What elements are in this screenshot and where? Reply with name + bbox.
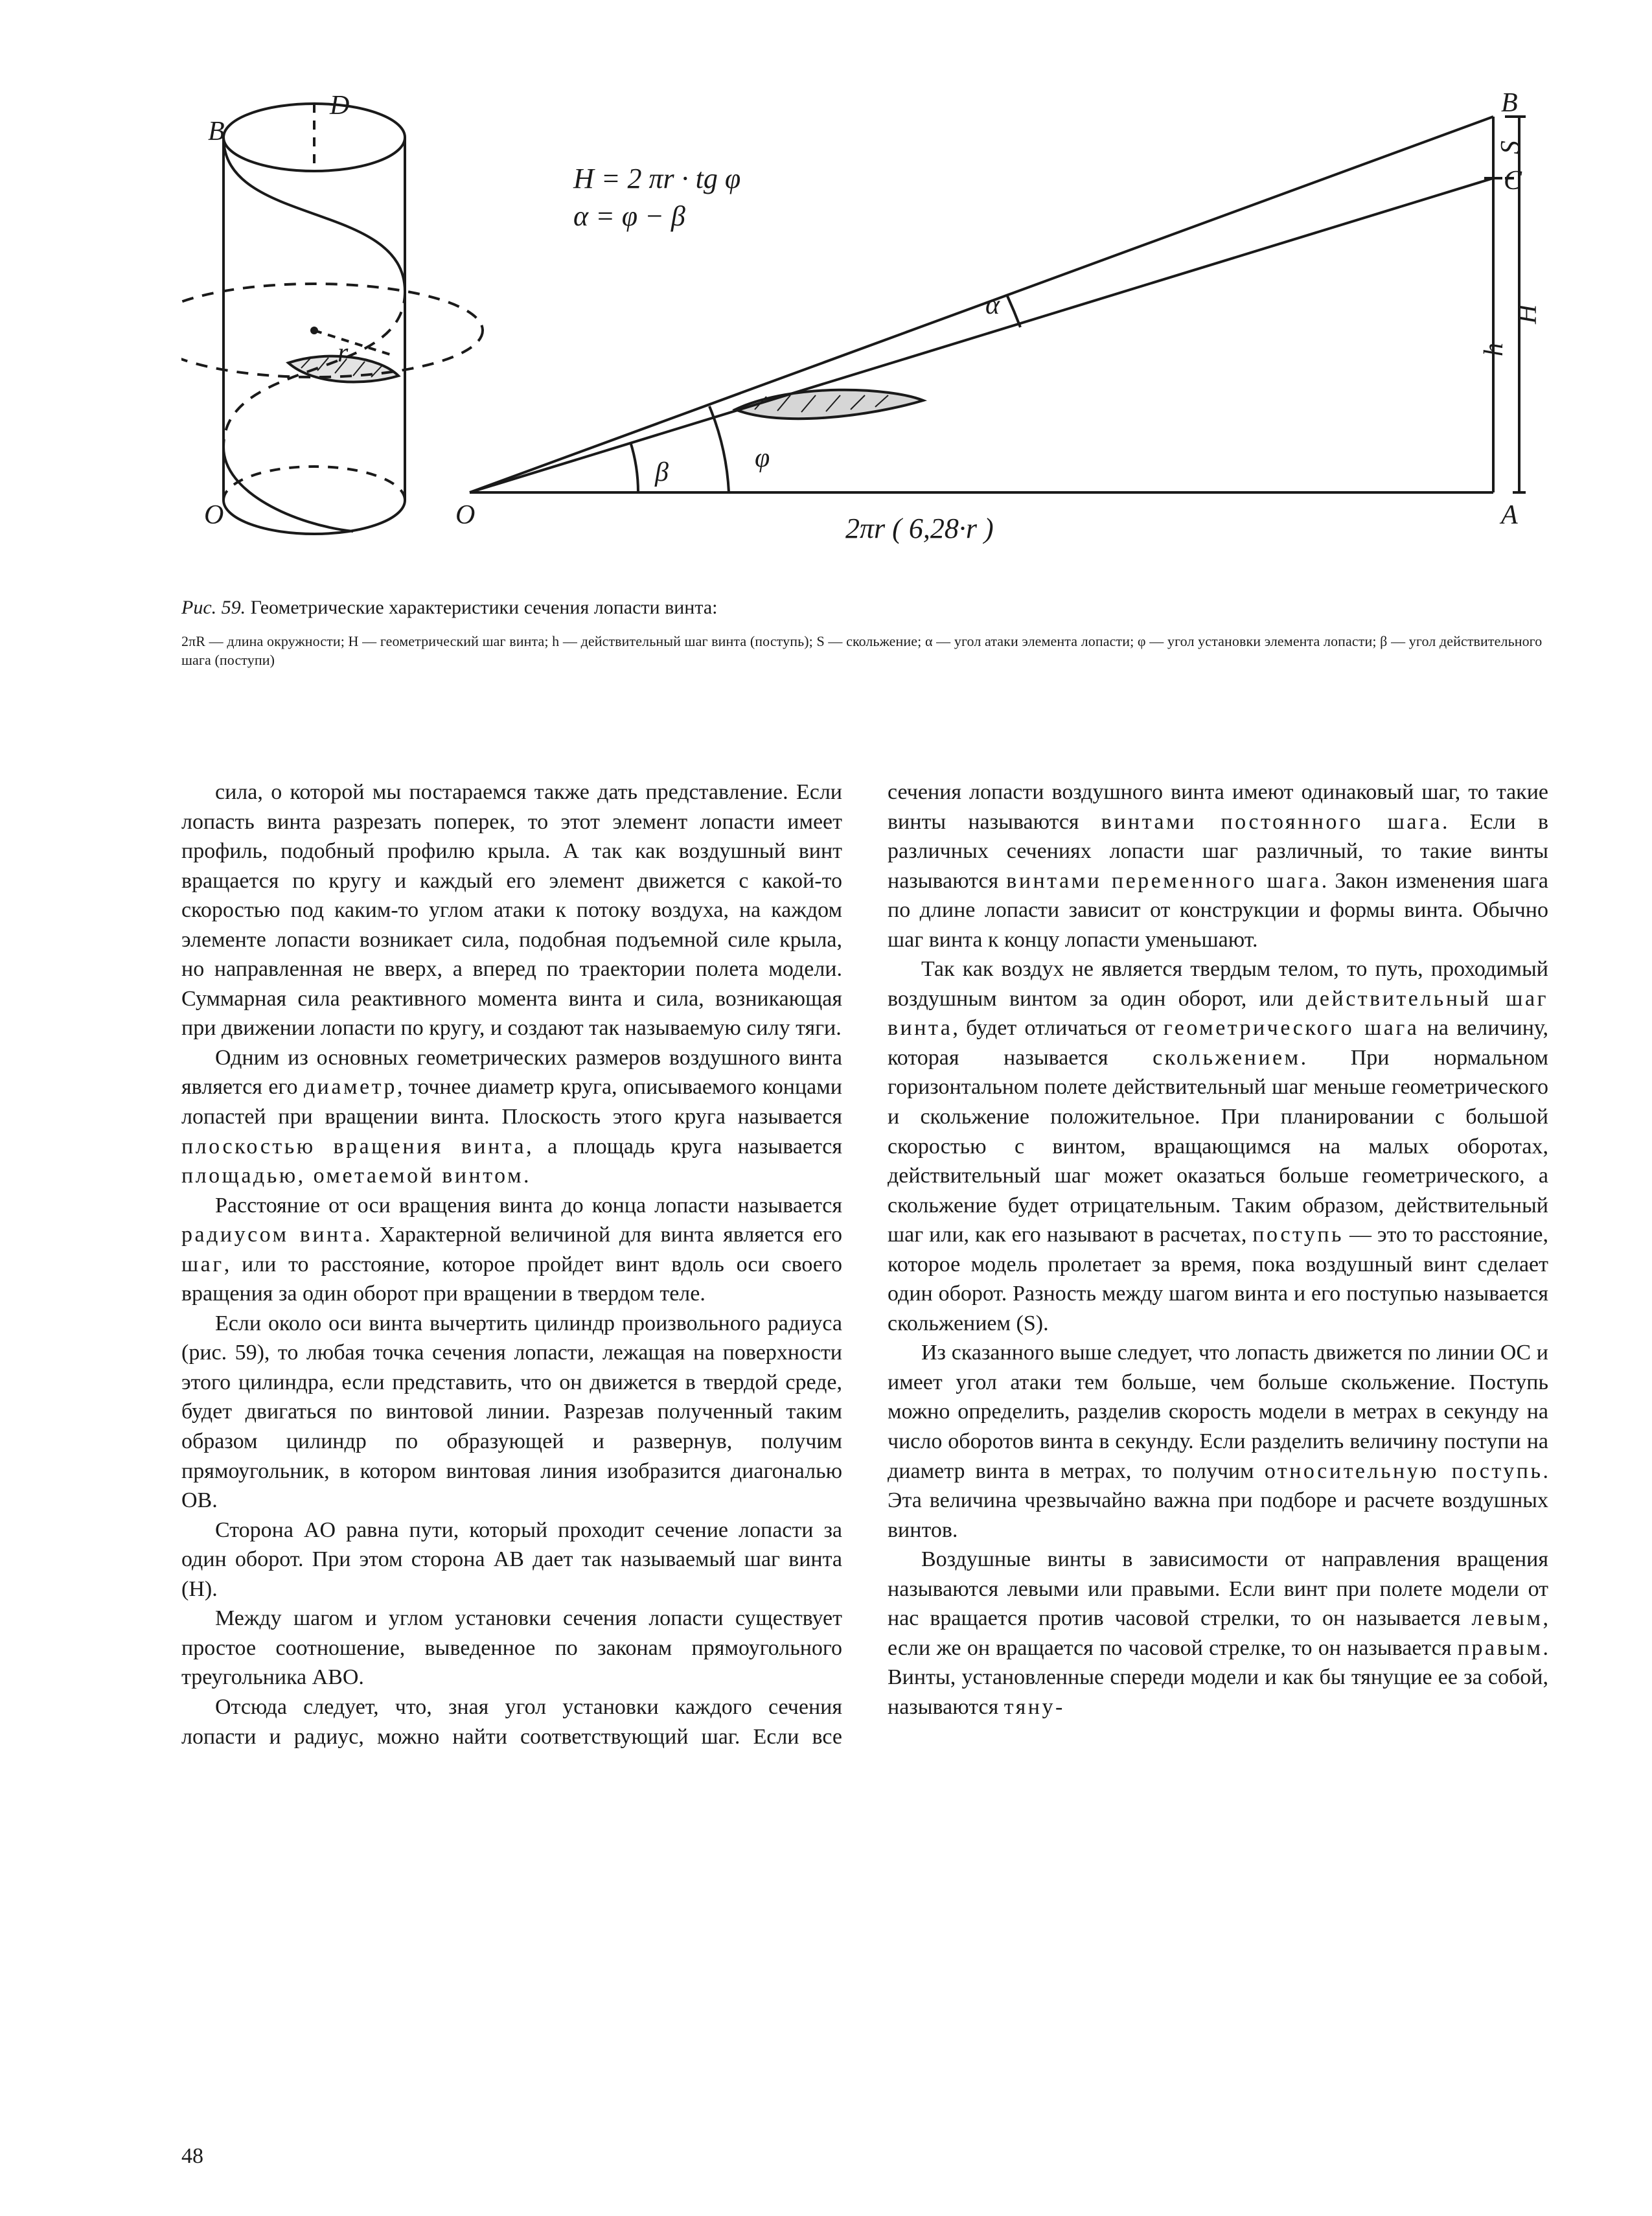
lbl-beta: β	[654, 457, 669, 487]
lbl-tri-A: A	[1499, 500, 1518, 530]
term-variable-pitch: винтами переменного шага	[1006, 869, 1321, 893]
para-4: Если около оси винта вычертить цилиндр п…	[181, 1309, 842, 1516]
lbl-h: h	[1479, 343, 1509, 356]
term-radius: радиусом винта	[181, 1223, 365, 1247]
lbl-tri-O: O	[455, 500, 475, 530]
lbl-phi: φ	[755, 443, 770, 473]
formula-2: α = φ − β	[573, 200, 685, 232]
term-swept-area: площадью, ометаемой винтом	[181, 1164, 523, 1188]
term-tractor: тяну-	[1004, 1695, 1065, 1719]
formula-1: H = 2 πr · tg φ	[573, 163, 740, 194]
term-diameter: диаметр	[304, 1075, 397, 1099]
page-number: 48	[181, 2141, 203, 2171]
figure-59-svg: B D r O O A B C φ β α S H h H = 2 πr · t…	[181, 78, 1548, 570]
lbl-S: S	[1496, 141, 1526, 154]
para-10: Воздушные винты в зависимости от направл…	[888, 1545, 1548, 1722]
term-rotation-plane: плоскостью вращения винта	[181, 1135, 526, 1159]
term-slip: скольжением	[1153, 1046, 1301, 1070]
lbl-alpha: α	[985, 290, 1000, 320]
term-advance: поступь	[1252, 1223, 1344, 1247]
term-fixed-pitch: винтами постоянного шага	[1101, 810, 1442, 834]
fig-caption-title: Геометрические характеристики сечения ло…	[246, 597, 717, 618]
para-6: Между шагом и углом установки сечения ло…	[181, 1604, 842, 1692]
term-geom-pitch: геометрического шага	[1164, 1016, 1419, 1040]
figure-59-diagram: B D r O O A B C φ β α S H h H = 2 πr · t…	[181, 78, 1548, 732]
term-pitch: шаг	[181, 1252, 224, 1276]
para-9: Из сказанного выше следует, что лопасть …	[888, 1338, 1548, 1545]
term-left-hand: левым	[1472, 1606, 1543, 1630]
lbl-cyl-O: O	[204, 500, 224, 530]
lbl-cyl-D: D	[329, 91, 349, 121]
para-5: Сторона AO равна пути, который проходит …	[181, 1516, 842, 1604]
lbl-tri-C: C	[1504, 166, 1522, 196]
lbl-cyl-r: r	[338, 338, 349, 368]
para-2: Одним из основных геометрических размеро…	[181, 1043, 842, 1191]
term-relative-advance: относительную поступь	[1265, 1459, 1543, 1483]
body-text: сила, о которой мы постараемся также дат…	[181, 778, 1548, 1751]
term-right-hand: правым	[1458, 1636, 1543, 1660]
lbl-cyl-B: B	[208, 117, 225, 146]
fig-caption-legend: 2πR — длина окружности; H — геометрическ…	[181, 632, 1548, 670]
para-1: сила, о которой мы постараемся также дат…	[181, 778, 842, 1043]
para-3: Расстояние от оси вращения винта до конц…	[181, 1191, 842, 1309]
figure-59-caption: Рис. 59. Геометрические характеристики с…	[181, 595, 1548, 670]
para-8: Так как воздух не является твердым телом…	[888, 954, 1548, 1338]
axis-label: 2πr ( 6,28·r )	[845, 513, 994, 544]
lbl-H: H	[1513, 303, 1543, 325]
lbl-tri-B: B	[1501, 88, 1518, 118]
fig-caption-number: Рис. 59.	[181, 597, 246, 618]
